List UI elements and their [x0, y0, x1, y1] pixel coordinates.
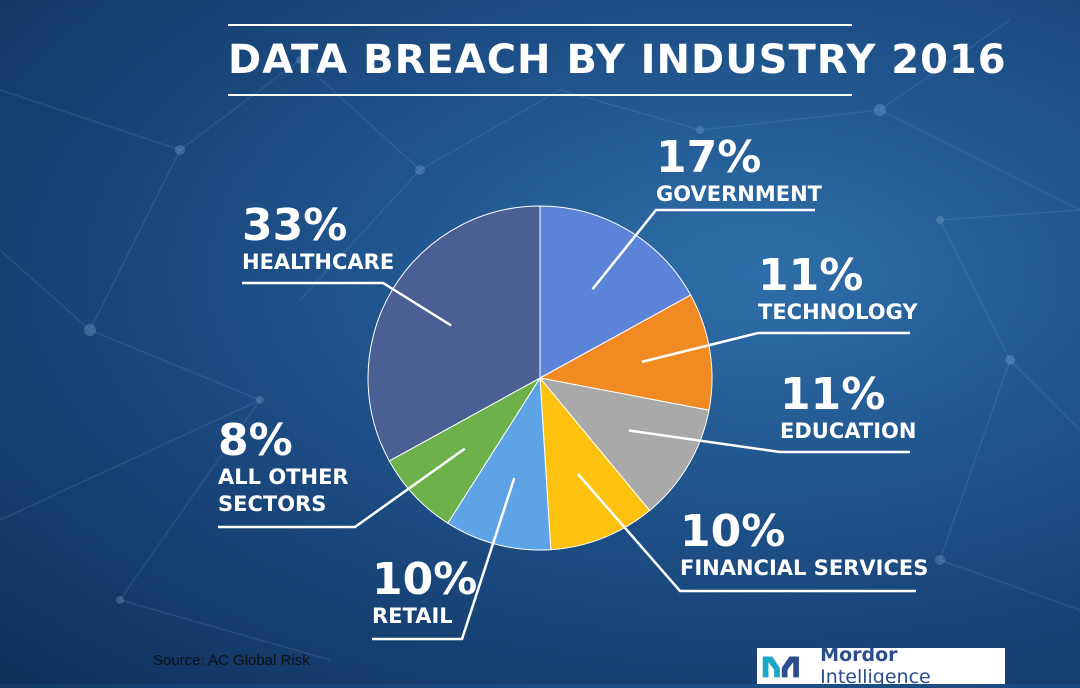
- label-retail: 10% RETAIL: [372, 557, 477, 630]
- label-value-education: 11%: [780, 369, 886, 420]
- label-value-all-other-sectors: 8%: [218, 415, 293, 466]
- leader-line-financial-services: [577, 473, 916, 593]
- label-name-healthcare: HEALTHCARE: [242, 250, 395, 274]
- label-financial-services: 10% FINANCIAL SERVICES: [680, 509, 928, 582]
- label-name-all-other-sectors: ALL OTHER SECTORS: [218, 465, 349, 516]
- mordor-logo: Mordor Intelligence: [757, 644, 1005, 688]
- mordor-logo-icon: [762, 656, 799, 678]
- label-name-education: EDUCATION: [780, 419, 917, 443]
- pie-slice-financial-services: [539, 376, 651, 551]
- pie-slice-government: [539, 205, 692, 379]
- label-name-technology: TECHNOLOGY: [758, 300, 918, 324]
- label-education: 11% EDUCATION: [780, 372, 916, 445]
- label-value-financial-services: 10%: [680, 506, 786, 557]
- label-all-other-sectors: 8% ALL OTHER SECTORS: [218, 418, 349, 518]
- label-name-government: GOVERNMENT: [656, 182, 823, 206]
- label-name-retail: RETAIL: [372, 604, 453, 628]
- leader-line-retail: [372, 477, 516, 641]
- pie-slice-education: [538, 377, 710, 512]
- leader-line-all-other-sectors: [218, 447, 466, 529]
- label-value-retail: 10%: [372, 554, 478, 605]
- label-technology: 11% TECHNOLOGY: [758, 253, 918, 326]
- title-rule-top: [228, 24, 852, 26]
- mordor-logo-text: Mordor Intelligence: [820, 644, 1005, 688]
- source-note: Source: AC Global Risk: [153, 652, 310, 669]
- pie-slice-retail: [447, 376, 552, 551]
- pie-slice-healthcare: [367, 205, 541, 462]
- leader-line-technology: [641, 331, 910, 364]
- logo-suffix: Intelligence: [820, 666, 931, 688]
- label-government: 17% GOVERNMENT: [656, 135, 822, 208]
- label-value-government: 17%: [656, 132, 762, 183]
- leader-line-education: [628, 429, 910, 454]
- label-healthcare: 33% HEALTHCARE: [242, 203, 394, 276]
- leader-line-healthcare: [242, 281, 452, 327]
- title-rule-bottom: [228, 94, 852, 96]
- leader-line-government: [591, 208, 815, 290]
- logo-brand: Mordor: [820, 644, 898, 666]
- label-name-financial-services: FINANCIAL SERVICES: [680, 556, 929, 580]
- label-value-technology: 11%: [758, 250, 864, 301]
- pie-slice-technology: [538, 294, 713, 411]
- label-value-healthcare: 33%: [242, 200, 348, 251]
